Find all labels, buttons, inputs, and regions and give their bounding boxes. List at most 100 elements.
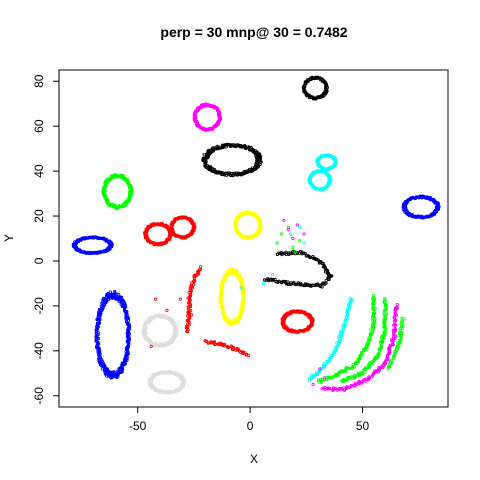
data-point <box>187 323 191 327</box>
data-point <box>364 344 368 348</box>
data-point <box>391 336 396 340</box>
data-point <box>264 278 268 282</box>
y-tick-label: 20 <box>32 209 46 223</box>
data-point <box>198 267 202 271</box>
data-point <box>365 347 369 351</box>
data-point <box>238 276 242 280</box>
data-point <box>323 386 327 390</box>
data-point <box>316 378 321 382</box>
data-point <box>350 366 354 370</box>
data-point <box>110 243 114 248</box>
y-tick-label: 0 <box>32 257 46 264</box>
data-point <box>222 344 227 348</box>
data-point <box>271 272 275 277</box>
data-point <box>326 277 331 281</box>
y-axis-label: Y <box>2 234 16 242</box>
y-axis: -60 -40 -20 0 20 40 60 80 <box>32 74 60 405</box>
y-tick-label: 80 <box>32 74 46 88</box>
data-point <box>346 375 350 380</box>
data-point <box>341 379 345 383</box>
data-point <box>213 342 218 347</box>
data-point <box>281 251 286 255</box>
data-point <box>165 308 169 312</box>
data-point <box>101 361 105 365</box>
data-point <box>273 277 277 282</box>
data-point <box>288 232 293 236</box>
data-point <box>259 160 263 164</box>
data-point <box>125 355 129 359</box>
data-point <box>232 346 236 350</box>
data-point <box>329 179 333 183</box>
data-point <box>311 256 316 261</box>
x-axis: -50 0 50 <box>129 406 370 433</box>
data-point <box>353 365 357 369</box>
data-point <box>318 367 322 371</box>
data-point <box>311 382 315 387</box>
data-point <box>262 278 267 282</box>
data-point <box>371 314 376 318</box>
data-point <box>361 379 365 383</box>
data-point <box>340 370 345 374</box>
data-point <box>386 365 390 369</box>
data-point <box>129 190 133 194</box>
data-point <box>341 326 346 330</box>
data-point <box>291 236 295 241</box>
data-point <box>349 298 353 303</box>
data-point <box>369 333 373 337</box>
data-point <box>337 386 341 391</box>
data-point <box>402 317 406 321</box>
data-point <box>344 366 348 370</box>
data-point <box>295 223 299 227</box>
x-axis-label: X <box>250 452 258 466</box>
data-point <box>104 295 109 299</box>
data-point <box>337 334 341 338</box>
data-point <box>343 318 348 322</box>
chart-title: perp = 30 mnp@ 30 = 0.7482 <box>160 24 347 40</box>
data-point <box>321 282 325 286</box>
data-point <box>363 367 367 371</box>
data-point <box>393 334 397 338</box>
data-point <box>332 374 336 378</box>
data-point <box>221 277 225 281</box>
data-point <box>345 315 349 319</box>
data-point <box>187 297 191 301</box>
data-point <box>243 351 247 355</box>
data-point <box>325 359 330 364</box>
data-point <box>391 342 395 346</box>
data-point <box>331 388 335 392</box>
data-point <box>309 376 313 380</box>
data-point <box>295 282 299 286</box>
data-point <box>291 245 295 250</box>
data-point <box>98 350 102 355</box>
data-point <box>352 383 356 387</box>
data-point <box>357 356 362 361</box>
data-point <box>188 303 193 307</box>
data-point <box>324 362 328 366</box>
data-point <box>123 308 127 312</box>
data-point <box>373 316 377 320</box>
points-layer <box>71 75 441 395</box>
data-point <box>237 349 241 353</box>
data-point <box>370 375 374 379</box>
data-point <box>97 309 101 314</box>
data-point <box>349 366 353 370</box>
data-point <box>316 258 320 262</box>
data-point <box>125 328 130 332</box>
data-point <box>322 376 326 380</box>
data-point <box>372 321 376 326</box>
data-point <box>280 232 284 236</box>
data-point <box>311 255 315 259</box>
data-point <box>220 171 224 175</box>
data-point <box>181 381 185 385</box>
data-point <box>392 331 396 336</box>
data-point <box>398 327 402 331</box>
data-point <box>101 298 105 302</box>
y-tick-label: -60 <box>32 387 46 405</box>
data-point <box>193 226 197 230</box>
data-point <box>314 373 318 377</box>
data-point <box>348 385 352 389</box>
data-point <box>247 145 251 149</box>
data-point <box>189 289 193 293</box>
data-point <box>386 366 390 371</box>
data-point <box>310 320 314 324</box>
